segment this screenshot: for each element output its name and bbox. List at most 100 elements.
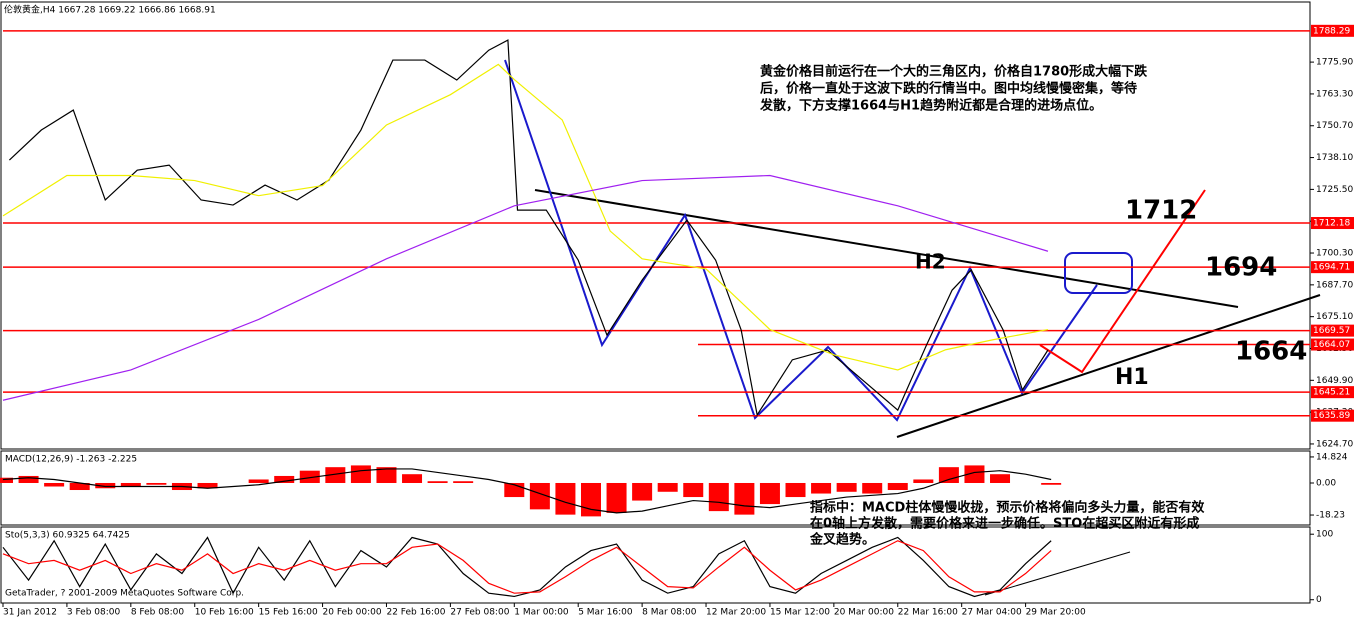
x-tick-label: 20 Feb 00:00 xyxy=(323,608,382,618)
x-tick-label: 22 Feb 16:00 xyxy=(386,608,445,618)
annotation: 发散，下方支撑1664与H1趋势附近都是合理的进场点位。 xyxy=(759,98,1102,114)
bar xyxy=(274,475,295,483)
annotation: 黄金价格目前运行在一个大的三角区内，价格自1780形成大幅下跌 xyxy=(760,64,1148,80)
x-tick-label: 12 Mar 20:00 xyxy=(706,608,766,618)
y-tick-label: 1763.30 xyxy=(1316,89,1353,99)
chart-title: 伦敦黄金,H4 1667.28 1669.22 1666.86 1668.91 xyxy=(4,4,216,16)
y-tick-label: 1675.10 xyxy=(1316,312,1353,322)
y-tick-label: 1725.50 xyxy=(1316,185,1353,195)
level-label: 1645.21 xyxy=(1313,388,1350,398)
level-label: 1635.89 xyxy=(1313,411,1350,421)
annotation: H1 xyxy=(1115,365,1149,390)
bar xyxy=(708,482,729,512)
x-tick-label: 27 Mar 04:00 xyxy=(962,608,1022,618)
bar xyxy=(862,482,883,494)
bar xyxy=(759,482,780,505)
projection-line xyxy=(1039,189,1206,374)
bar xyxy=(580,482,601,517)
x-tick-label: 22 Mar 16:00 xyxy=(898,608,958,618)
x-tick-label: 29 Mar 20:00 xyxy=(1026,608,1086,618)
x-tick-label: 1 Mar 00:00 xyxy=(514,608,569,618)
bar xyxy=(350,465,371,483)
series-line xyxy=(2,63,1049,371)
bar xyxy=(887,482,908,491)
bar xyxy=(376,467,397,483)
y-tick-label: 1624.70 xyxy=(1316,439,1353,449)
bar xyxy=(913,479,934,483)
y-tick-label: 1775.90 xyxy=(1316,58,1353,68)
bar xyxy=(0,477,13,483)
level-label-box xyxy=(1311,409,1354,422)
annotation: 在0轴上方发散，需要价格来进一步确任。STO在超买区附近有形成 xyxy=(810,516,1199,532)
bar xyxy=(453,481,474,483)
bar xyxy=(299,470,320,483)
x-tick-label: 10 Feb 16:00 xyxy=(195,608,254,618)
annotation: 金叉趋势。 xyxy=(809,532,875,548)
x-tick-label: 8 Mar 08:00 xyxy=(642,608,697,618)
bar xyxy=(1041,482,1062,485)
y-tick-label: 14.824 xyxy=(1316,452,1348,462)
bar xyxy=(120,482,141,487)
annotation: 1664 xyxy=(1235,337,1307,367)
series-line xyxy=(8,39,1049,417)
bar xyxy=(95,482,116,489)
resistance-trendline xyxy=(534,189,1239,308)
x-tick-label: 5 Mar 16:00 xyxy=(578,608,633,618)
panel-title: Sto(5,3,3) 60.9325 64.7425 xyxy=(5,531,130,541)
copyright: GetaTrader, ? 2001-2009 MetaQuotes Softw… xyxy=(5,589,244,599)
bar xyxy=(18,475,39,483)
sto-panel xyxy=(0,526,1311,604)
series-line xyxy=(2,174,1049,401)
bar xyxy=(402,474,423,483)
x-tick-label: 15 Mar 12:00 xyxy=(770,608,830,618)
y-tick-label: 1738.10 xyxy=(1316,153,1353,163)
bar xyxy=(146,482,167,485)
x-tick-label: 20 Mar 00:00 xyxy=(834,608,894,618)
bar xyxy=(683,482,704,498)
bar xyxy=(785,482,806,498)
support-trendline xyxy=(896,294,1321,438)
target-box xyxy=(1064,252,1133,294)
annotation: 指标中：MACD柱体慢慢收拢，预示价格将偏向多头力量，能否有效 xyxy=(810,500,1205,516)
y-tick-label: -18.23 xyxy=(1316,511,1345,521)
level-label-box xyxy=(1311,338,1354,351)
bar xyxy=(734,482,755,515)
bar xyxy=(69,482,90,491)
bar xyxy=(836,482,857,492)
bar xyxy=(811,482,832,494)
bar xyxy=(325,467,346,483)
bar xyxy=(529,482,550,510)
level-label-box xyxy=(1311,324,1354,337)
price-panel xyxy=(0,1,1311,450)
signal-line xyxy=(2,468,1052,514)
level-label-box xyxy=(1311,24,1354,37)
annotation: 后，价格一直处于这波下跌的行情当中。图中均线慢慢密集，等待 xyxy=(760,81,1137,97)
annotation: 1712 xyxy=(1125,196,1197,226)
x-tick-label: 27 Feb 08:00 xyxy=(450,608,509,618)
y-tick-label: 1750.70 xyxy=(1316,121,1353,131)
bar xyxy=(938,467,959,483)
level-label-box xyxy=(1311,261,1354,274)
annotation: H2 xyxy=(915,250,946,274)
y-tick-label: 0 xyxy=(1316,595,1322,605)
bar xyxy=(197,482,218,489)
bar xyxy=(427,481,448,483)
x-tick-label: 15 Feb 16:00 xyxy=(259,608,318,618)
bar xyxy=(657,482,678,492)
macd-panel xyxy=(0,450,1311,526)
bar xyxy=(555,482,576,515)
y-tick-label: 100 xyxy=(1316,530,1333,540)
bar xyxy=(964,465,985,483)
annotation: 1694 xyxy=(1205,253,1277,283)
series-line xyxy=(2,536,1052,598)
level-label: 1669.57 xyxy=(1313,326,1350,336)
bar xyxy=(606,482,627,513)
level-label: 1788.29 xyxy=(1313,26,1350,36)
y-tick-label: 1649.90 xyxy=(1316,376,1353,386)
x-tick-label: 3 Feb 08:00 xyxy=(67,608,121,618)
series-line xyxy=(2,540,1052,594)
panel-title: MACD(12,26,9) -1.263 -2.225 xyxy=(5,455,137,465)
level-label-box xyxy=(1311,217,1354,230)
